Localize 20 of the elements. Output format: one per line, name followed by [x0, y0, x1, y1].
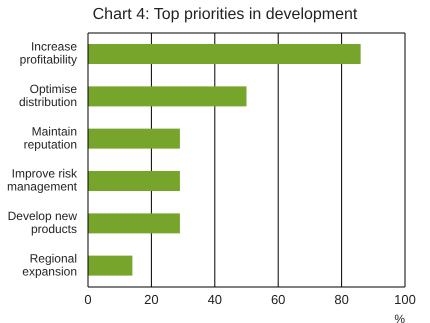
y-tick-label: Develop new products [8, 209, 78, 236]
y-tick-label: Improve risk management [6, 166, 78, 194]
y-tick-label: Maintain reputation [24, 124, 77, 152]
bar [88, 128, 180, 149]
x-tick-label: 20 [144, 292, 159, 308]
bar [88, 213, 180, 234]
x-tick-label: 100 [394, 292, 416, 308]
y-tick-label: Regional expansion [22, 252, 77, 279]
bar [88, 86, 246, 106]
x-axis-title: % [394, 312, 406, 323]
y-tick-label: Optimise distribution [18, 82, 78, 110]
chart-title: Chart 4: Top priorities in development [92, 5, 358, 25]
bar [88, 171, 180, 191]
x-tick-label: 80 [334, 292, 349, 308]
bar [88, 256, 132, 276]
x-tick-label: 60 [270, 292, 286, 308]
bar [88, 44, 361, 64]
y-tick-label: Increase profitability [20, 40, 78, 67]
x-tick-label: 0 [84, 292, 92, 308]
x-tick-label: 40 [208, 292, 222, 308]
